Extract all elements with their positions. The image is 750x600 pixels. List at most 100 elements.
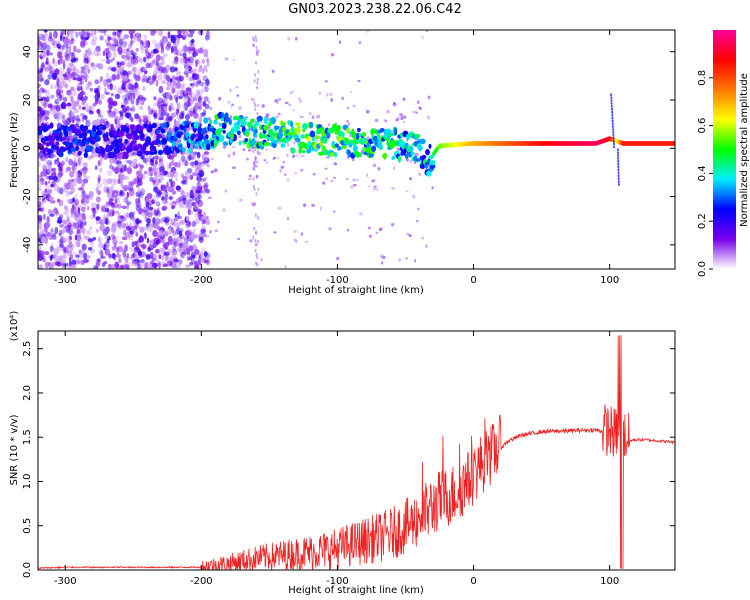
spectrogram-noise-speck: [425, 244, 428, 248]
spectrogram-noise-speck: [206, 58, 210, 64]
spectrogram-noise-speck: [324, 167, 328, 170]
spectrogram-noise-speck: [153, 65, 157, 72]
spectrogram-noise-speck: [163, 53, 168, 58]
spectrogram-noise-speck: [189, 189, 194, 197]
spectrogram-noise-speck: [105, 245, 109, 251]
spectrogram-noise-speck: [173, 57, 179, 65]
spectrogram-noise-speck: [414, 258, 417, 263]
spectrogram-noise-speck: [58, 229, 63, 236]
spectrogram-noise-speck: [134, 35, 141, 41]
spectrogram-noise-speck: [67, 240, 73, 244]
spectrogram-noise-speck: [415, 111, 418, 114]
spectrogram-trace-point: [86, 129, 93, 134]
spectrogram-noise-speck: [137, 99, 142, 105]
spectrogram-noise-speck: [48, 255, 54, 259]
spectrogram-noise-speck: [151, 39, 157, 45]
spectrogram-noise-speck: [93, 49, 99, 57]
spectrogram-noise-speck: [41, 194, 46, 199]
spectrogram-trace-point: [385, 128, 392, 134]
spectrogram-noise-speck: [151, 60, 156, 64]
spectrogram-noise-speck: [412, 194, 416, 199]
snr-x-ticks: -300 -200 -100 0 100: [54, 331, 619, 587]
spectrogram-noise-speck: [85, 57, 89, 64]
colorbar-ticks: 0.0 0.2 0.4 0.6 0.8: [697, 70, 713, 277]
spectrogram-noise-speck: [200, 88, 205, 94]
spectrogram-noise-speck: [53, 30, 58, 39]
spectrogram-noise-speck: [300, 154, 305, 158]
spectrogram-noise-speck: [38, 36, 41, 42]
spectrogram-noise-speck: [194, 104, 199, 112]
spectrogram-noise-speck: [40, 170, 46, 177]
spectrogram-noise-speck: [161, 200, 167, 204]
spectrogram-noise-speck: [119, 112, 124, 117]
spectrogram-noise-speck: [174, 214, 178, 218]
spectrogram-noise-speck: [153, 237, 160, 243]
spectrogram-noise-speck: [66, 166, 72, 172]
spectrogram-trace-point: [190, 140, 194, 147]
spectrogram-noise-speck: [266, 161, 269, 164]
spectrogram-trace-point: [135, 135, 140, 141]
spectrogram-noise-speck: [205, 68, 208, 73]
spectrogram-noise-speck: [198, 256, 201, 263]
spectrogram-spike-point: [612, 136, 615, 140]
spectrogram-noise-speck: [195, 193, 201, 198]
spectrogram-noise-speck: [393, 166, 396, 170]
spectrogram-noise-speck: [38, 110, 41, 117]
spectrogram-noise-speck: [249, 239, 253, 243]
spectrogram-noise-speck: [111, 183, 115, 190]
spectrogram-noise-speck: [44, 153, 50, 159]
spectrogram-noise-speck: [186, 251, 191, 255]
spectrogram-noise-speck: [135, 232, 139, 237]
spectrogram-noise-speck: [256, 52, 259, 57]
spectrogram-noise-speck: [155, 201, 161, 207]
spectrogram-noise-speck: [174, 161, 178, 168]
spectrogram-noise-speck: [114, 118, 121, 124]
snr-y-scale-label: (x10⁴): [9, 311, 20, 342]
spectrogram-trace-point: [287, 120, 291, 126]
spectrogram-noise-speck: [381, 261, 384, 265]
spectrogram-noise-speck: [169, 78, 173, 83]
spectrogram-noise-speck: [255, 174, 259, 179]
y-tick-label: 2.5: [22, 341, 33, 357]
spectrogram-noise-speck: [87, 68, 91, 74]
spectrogram-noise-speck: [164, 194, 168, 202]
spectrogram-noise-speck: [252, 149, 255, 154]
spectrogram-noise-speck: [152, 195, 159, 203]
spectrogram-noise-speck: [68, 229, 73, 235]
spectrogram-noise-speck: [127, 231, 131, 239]
spectrogram-noise-speck: [203, 259, 209, 264]
spectrogram-noise-speck: [124, 264, 130, 269]
spectrogram-noise-speck: [151, 257, 156, 262]
spectrogram-spike-point: [612, 133, 615, 137]
spectrogram-noise-speck: [182, 104, 187, 109]
spectrogram-noise-speck: [175, 229, 179, 236]
spectrogram-noise-speck: [163, 200, 168, 205]
spectrogram-noise-speck: [152, 262, 158, 269]
spectrogram-trace-point: [243, 116, 247, 121]
spectrogram-noise-speck: [184, 159, 188, 167]
spectrogram-noise-speck: [326, 92, 329, 97]
spectrogram-noise-speck: [245, 157, 249, 161]
spectrogram-noise-speck: [170, 181, 174, 187]
spectrogram-noise-speck: [292, 154, 296, 158]
spectrogram-noise-speck: [352, 104, 357, 108]
spectrogram-noise-speck: [78, 104, 82, 110]
spectrogram-spike-point: [610, 104, 613, 108]
spectrogram-noise-speck: [107, 97, 114, 104]
spectrogram-trace-point: [423, 164, 429, 169]
spectrogram-noise-speck: [65, 183, 71, 191]
spectrogram-noise-speck: [391, 187, 396, 190]
spectrogram-noise-speck: [186, 254, 190, 260]
spectrogram-noise-speck: [130, 225, 136, 232]
spectrogram-noise-speck: [282, 160, 285, 164]
spectrogram-noise-speck: [296, 154, 299, 158]
spectrogram-trace-point: [183, 127, 187, 133]
spectrogram-noise-speck: [73, 57, 79, 62]
spectrogram-noise-speck: [286, 153, 289, 158]
spectrogram-noise-speck: [113, 157, 119, 165]
spectrogram-noise-speck: [107, 178, 113, 185]
spectrogram-noise-speck: [277, 97, 282, 102]
spectrogram-trace-point: [156, 129, 160, 134]
spectrogram-noise-speck: [189, 83, 196, 87]
spectrogram-noise-speck: [83, 259, 89, 263]
